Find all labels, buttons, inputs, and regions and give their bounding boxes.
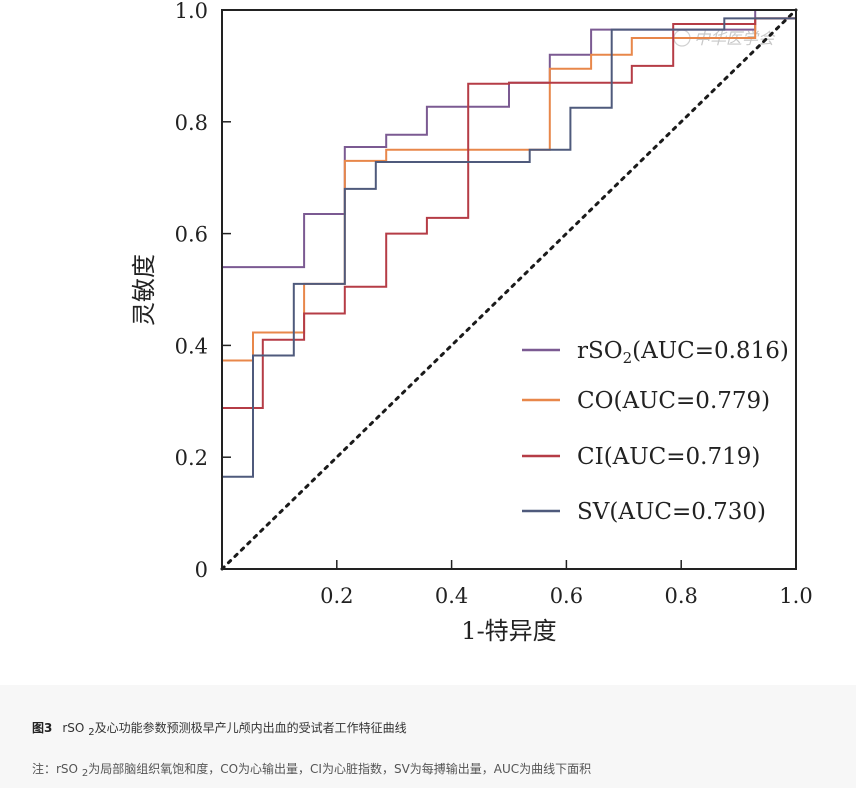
x-tick-label: 0.2: [320, 584, 353, 608]
caption-title-suffix: 及心功能参数预测极早产儿颅内出血的受试者工作特征曲线: [94, 721, 407, 735]
figure-number: 图3: [32, 721, 53, 735]
reference-diagonal-line: [220, 8, 798, 571]
note-subscript: 2: [81, 768, 89, 779]
x-tick-label: 0.6: [550, 584, 583, 608]
legend-label-sv: SV(AUC=0.730): [577, 499, 766, 525]
legend: rSO2(AUC=0.816) CO(AUC=0.779) CI(AUC=0.719…: [522, 338, 789, 525]
caption-title-prefix: rSO: [62, 721, 85, 735]
y-tick-label: 1.0: [175, 0, 208, 23]
roc-curve-sv: [222, 17, 796, 478]
figure-area: 中华医学会 0.2 0.4 0.6 0.8 1.0 0 0.2 0.4 0.6 0.8 1.0 rS…: [130, 0, 813, 645]
y-tick-label: 0.4: [175, 334, 208, 358]
y-tick-label: 0.2: [175, 446, 208, 470]
y-tick-label: 0.6: [175, 223, 208, 247]
x-axis-label: 1-特异度: [461, 617, 556, 645]
plot-frame: [221, 9, 797, 570]
figure-note: 注：rSO 2为局部脑组织氧饱和度，CO为心输出量，CI为心脏指数，SV为每搏输…: [32, 760, 592, 779]
y-tick-label: 0.8: [175, 111, 208, 135]
roc-curve-ci: [222, 10, 797, 409]
y-axis-label: 灵敏度: [130, 254, 158, 326]
axis-ticks: 0.2 0.4 0.6 0.8 1.0 0 0.2 0.4 0.6 0.8 1.0: [175, 0, 813, 608]
figure-caption: 图3 rSO 2及心功能参数预测极早产儿颅内出血的受试者工作特征曲线: [32, 719, 407, 738]
roc-chart: 中华医学会 0.2 0.4 0.6 0.8 1.000.20.40.60.81.0 rS…: [130, 0, 813, 645]
x-tick-label: 0.4: [435, 584, 468, 608]
y-tick-label: 0: [195, 558, 208, 582]
roc-curve-rso2: [222, 9, 796, 269]
caption-area: 图3 rSO 2及心功能参数预测极早产儿颅内出血的受试者工作特征曲线 注：rSO …: [0, 685, 856, 788]
note-suffix: 为局部脑组织氧饱和度，CO为心输出量，CI为心脏指数，SV为每搏输出量，AUC为…: [88, 762, 592, 776]
series-group: [222, 9, 797, 478]
legend-label-co: CO(AUC=0.779): [577, 388, 770, 414]
legend-label-ci: CI(AUC=0.719): [577, 444, 760, 470]
caption-title-subscript: 2: [88, 727, 95, 738]
x-tick-label: 1.0: [779, 584, 812, 608]
x-tick-label: 0.8: [664, 584, 697, 608]
reference-line-group: [220, 8, 798, 571]
roc-curve-co: [222, 17, 796, 362]
note-prefix: 注：rSO: [32, 762, 78, 776]
legend-label-rso2: rSO2(AUC=0.816): [577, 338, 789, 367]
